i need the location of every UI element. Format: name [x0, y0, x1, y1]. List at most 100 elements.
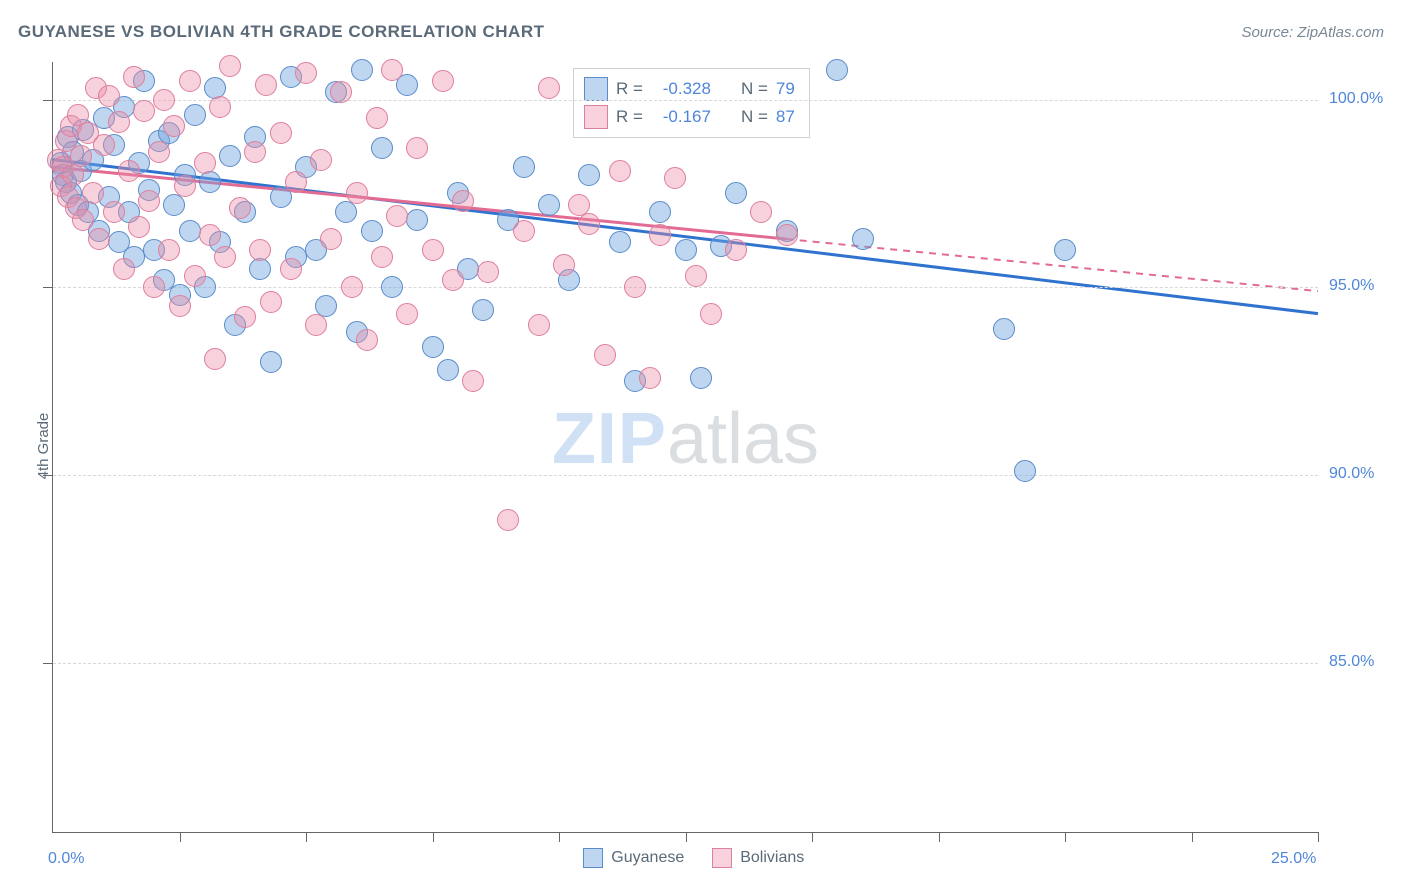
- scatter-point: [169, 295, 191, 317]
- scatter-point: [158, 239, 180, 261]
- scatter-point: [406, 137, 428, 159]
- watermark: ZIPatlas: [552, 398, 819, 480]
- scatter-point: [538, 77, 560, 99]
- legend-swatch: [712, 848, 732, 868]
- scatter-point: [138, 190, 160, 212]
- legend-label: Bolivians: [740, 849, 804, 866]
- scatter-point: [442, 269, 464, 291]
- x-tick: [433, 832, 434, 842]
- gridline: [53, 475, 1318, 476]
- scatter-point: [594, 344, 616, 366]
- scatter-point: [993, 318, 1015, 340]
- scatter-point: [497, 509, 519, 531]
- scatter-point: [1054, 239, 1076, 261]
- scatter-point: [270, 122, 292, 144]
- scatter-point: [184, 104, 206, 126]
- scatter-point: [199, 224, 221, 246]
- gridline: [53, 287, 1318, 288]
- legend-item: Bolivians: [712, 848, 804, 868]
- scatter-point: [422, 336, 444, 358]
- scatter-point: [249, 239, 271, 261]
- legend-label: Guyanese: [611, 849, 684, 866]
- scatter-point: [194, 152, 216, 174]
- scatter-point: [649, 201, 671, 223]
- scatter-point: [700, 303, 722, 325]
- y-tick: [43, 663, 53, 664]
- scatter-point: [219, 145, 241, 167]
- watermark-zip: ZIP: [552, 399, 667, 479]
- watermark-atlas: atlas: [667, 399, 819, 479]
- scatter-point: [98, 85, 120, 107]
- scatter-point: [528, 314, 550, 336]
- scatter-point: [664, 167, 686, 189]
- scatter-point: [852, 228, 874, 250]
- scatter-point: [366, 107, 388, 129]
- scatter-point: [361, 220, 383, 242]
- legend-swatch: [584, 105, 608, 129]
- scatter-point: [199, 171, 221, 193]
- scatter-point: [255, 74, 277, 96]
- series-legend: Guyanese Bolivians: [583, 848, 804, 868]
- x-tick: [1065, 832, 1066, 842]
- scatter-point: [1014, 460, 1036, 482]
- scatter-point: [93, 134, 115, 156]
- scatter-point: [305, 314, 327, 336]
- scatter-point: [133, 100, 155, 122]
- y-tick-label: 85.0%: [1329, 653, 1374, 671]
- scatter-point: [609, 231, 631, 253]
- scatter-point: [675, 239, 697, 261]
- legend-item: Guyanese: [583, 848, 684, 868]
- scatter-point: [88, 228, 110, 250]
- gridline: [53, 663, 1318, 664]
- trend-line: [53, 160, 1318, 314]
- scatter-point: [386, 205, 408, 227]
- y-tick: [43, 475, 53, 476]
- scatter-point: [396, 303, 418, 325]
- scatter-point: [639, 367, 661, 389]
- chart-plot-area: ZIPatlas R =-0.328N =79R =-0.167N =87: [52, 62, 1318, 833]
- scatter-point: [260, 291, 282, 313]
- scatter-point: [624, 276, 646, 298]
- scatter-point: [108, 111, 130, 133]
- scatter-point: [179, 70, 201, 92]
- x-tick: [306, 832, 307, 842]
- scatter-point: [750, 201, 772, 223]
- x-tick-label: 25.0%: [1271, 850, 1316, 868]
- scatter-point: [219, 55, 241, 77]
- scatter-point: [513, 156, 535, 178]
- scatter-point: [578, 164, 600, 186]
- scatter-point: [538, 194, 560, 216]
- y-tick: [43, 287, 53, 288]
- x-tick: [1318, 832, 1319, 842]
- scatter-point: [320, 228, 342, 250]
- scatter-point: [341, 276, 363, 298]
- scatter-point: [204, 348, 226, 370]
- scatter-point: [335, 201, 357, 223]
- scatter-point: [346, 182, 368, 204]
- scatter-point: [578, 213, 600, 235]
- y-tick-label: 90.0%: [1329, 465, 1374, 483]
- scatter-point: [609, 160, 631, 182]
- scatter-point: [184, 265, 206, 287]
- scatter-point: [553, 254, 575, 276]
- scatter-point: [406, 209, 428, 231]
- scatter-point: [82, 182, 104, 204]
- scatter-point: [148, 141, 170, 163]
- scatter-point: [432, 70, 454, 92]
- scatter-point: [123, 66, 145, 88]
- scatter-point: [295, 62, 317, 84]
- y-tick: [43, 100, 53, 101]
- scatter-point: [153, 89, 175, 111]
- scatter-point: [371, 137, 393, 159]
- y-axis-label: 4th Grade: [35, 413, 52, 480]
- legend-swatch: [584, 77, 608, 101]
- gridline: [53, 100, 1318, 101]
- n-value: 87: [776, 103, 795, 131]
- x-tick: [686, 832, 687, 842]
- scatter-point: [452, 190, 474, 212]
- r-value: -0.167: [651, 103, 711, 131]
- scatter-point: [513, 220, 535, 242]
- scatter-point: [422, 239, 444, 261]
- stats-legend: R =-0.328N =79R =-0.167N =87: [573, 68, 810, 138]
- scatter-point: [128, 216, 150, 238]
